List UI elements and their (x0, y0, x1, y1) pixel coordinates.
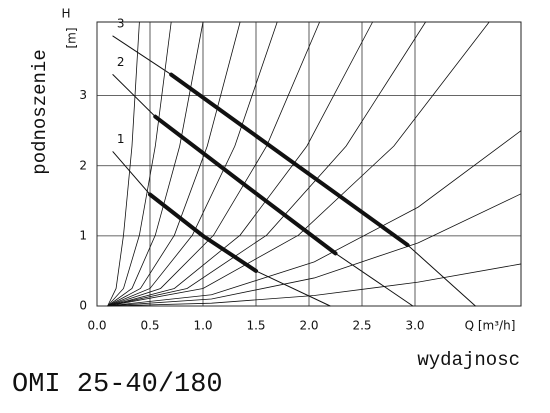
curve-label: 2 (117, 55, 125, 69)
system-curve (107, 21, 373, 307)
operating-curve (153, 114, 338, 256)
y-tick-label: 1 (79, 228, 87, 242)
x-tick-label: 2.5 (352, 319, 371, 333)
system-curve (107, 21, 426, 307)
y-axis-label: podnoszenie (29, 49, 51, 174)
y-unit: [m] (65, 27, 79, 48)
y-unit-symbol: H (61, 7, 70, 21)
system-curve (107, 130, 522, 307)
chart-title: OMI 25-40/180 (12, 370, 223, 400)
y-tick-label: 3 (79, 88, 87, 102)
y-tick-label: 0 (79, 299, 87, 313)
x-tick-label: 0.0 (87, 319, 106, 333)
system-curve (107, 21, 172, 307)
system-curve (107, 21, 241, 307)
curve-label: 3 (117, 17, 125, 31)
x-unit: Q [m³/h] (465, 319, 516, 333)
system-curve (107, 193, 522, 307)
curve-label: 1 (117, 132, 125, 146)
x-axis-label: wydajnosc (417, 349, 520, 371)
system-curve (107, 21, 320, 307)
x-tick-label: 3.0 (405, 319, 424, 333)
x-tick-label: 0.5 (140, 319, 159, 333)
x-tick-label: 1.0 (193, 319, 212, 333)
operating-curve (148, 192, 258, 273)
system-curve (107, 21, 204, 307)
system-curve (107, 21, 278, 307)
system-curve (107, 263, 522, 307)
system-curve (107, 21, 140, 307)
operating-curve (169, 72, 410, 247)
x-tick-label: 1.5 (246, 319, 265, 333)
x-tick-label: 2.0 (299, 319, 318, 333)
y-tick-label: 2 (79, 158, 87, 172)
system-curve (107, 21, 490, 307)
